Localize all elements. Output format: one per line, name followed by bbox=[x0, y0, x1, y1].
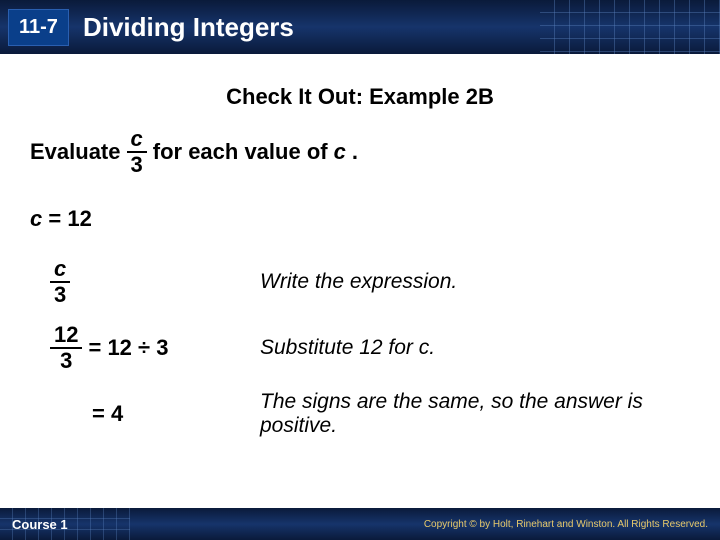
step-explanation: Substitute 12 for c. bbox=[260, 336, 690, 360]
step-fraction: 12 3 bbox=[50, 324, 82, 372]
lesson-number-badge: 11-7 bbox=[8, 9, 69, 46]
copyright-text: Copyright © by Holt, Rinehart and Winsto… bbox=[424, 519, 708, 530]
slide-content: Check It Out: Example 2B Evaluate c 3 fo… bbox=[0, 54, 720, 438]
c-value-line: c = 12 bbox=[30, 206, 690, 232]
step-expression: 12 3 = 12 ÷ 3 bbox=[50, 324, 260, 372]
step-expr-text: = 12 ÷ 3 bbox=[88, 335, 168, 361]
course-label: Course 1 bbox=[12, 517, 68, 532]
step-explanation: The signs are the same, so the answer is… bbox=[260, 390, 690, 438]
step-row: 12 3 = 12 ÷ 3 Substitute 12 for c. bbox=[50, 324, 690, 372]
header-bar: 11-7 Dividing Integers bbox=[0, 0, 720, 54]
step-expression: = 4 bbox=[50, 401, 260, 427]
evaluate-suffix-2: . bbox=[352, 139, 358, 165]
evaluate-var: c bbox=[334, 139, 346, 165]
step-expression: c 3 bbox=[50, 258, 260, 306]
c-equals: = 12 bbox=[48, 206, 91, 231]
step-explanation: Write the expression. bbox=[260, 270, 690, 294]
example-heading: Check It Out: Example 2B bbox=[30, 84, 690, 110]
fraction-numerator: c bbox=[127, 128, 147, 153]
evaluate-prompt: Evaluate c 3 for each value of c. bbox=[30, 128, 690, 176]
fraction-numerator: c bbox=[50, 258, 70, 283]
step-row: c 3 Write the expression. bbox=[50, 258, 690, 306]
fraction-denominator: 3 bbox=[131, 153, 143, 176]
fraction-denominator: 3 bbox=[60, 349, 72, 372]
evaluate-prefix: Evaluate bbox=[30, 139, 121, 165]
step-fraction: c 3 bbox=[50, 258, 70, 306]
evaluate-suffix-1: for each value of bbox=[153, 139, 328, 165]
step-expr-text: = 4 bbox=[92, 401, 123, 427]
prompt-fraction: c 3 bbox=[127, 128, 147, 176]
step-row: = 4 The signs are the same, so the answe… bbox=[50, 390, 690, 438]
footer-bar: Course 1 Copyright © by Holt, Rinehart a… bbox=[0, 508, 720, 540]
c-label: c bbox=[30, 206, 42, 231]
fraction-denominator: 3 bbox=[54, 283, 66, 306]
header-title: Dividing Integers bbox=[83, 12, 294, 43]
header-grid-decor bbox=[540, 0, 720, 54]
fraction-numerator: 12 bbox=[50, 324, 82, 349]
steps-container: c 3 Write the expression. 12 3 = 12 ÷ 3 … bbox=[50, 258, 690, 438]
